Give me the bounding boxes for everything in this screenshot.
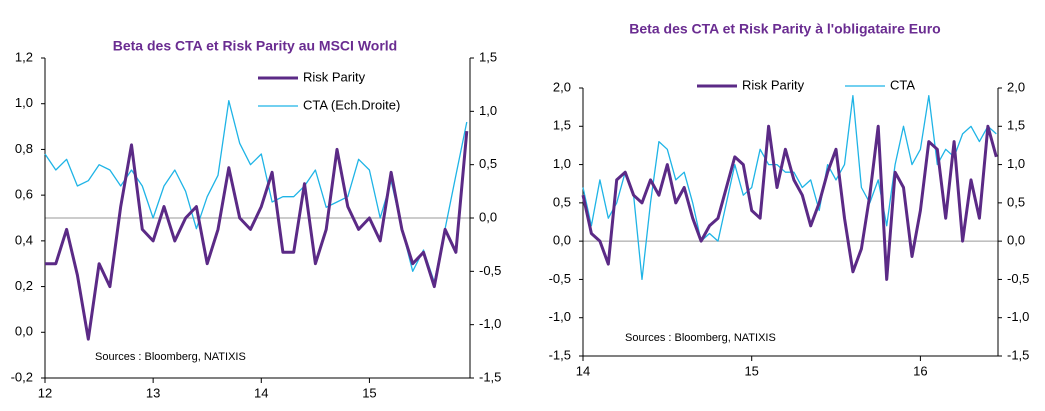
series-line	[582, 95, 997, 281]
y2-tick-label: 1,5	[1007, 118, 1025, 133]
y-tick-label: 1,0	[15, 95, 33, 110]
y2-tick-label: 0,0	[1007, 233, 1025, 248]
y2-tick-label: -1,0	[1007, 309, 1029, 324]
series-line	[581, 124, 998, 281]
y2-tick-label: 0,5	[479, 156, 497, 171]
legend-label: CTA (Ech.Droite)	[303, 97, 400, 112]
y2-tick-label: -1,0	[479, 316, 501, 331]
y-tick-label: 0,2	[15, 278, 33, 293]
chart-title: Beta des CTA et Risk Parity à l'obligata…	[629, 21, 940, 37]
y-tick-label: 0,8	[15, 141, 33, 156]
y2-tick-label: 1,0	[479, 103, 497, 118]
legend-label: Risk Parity	[742, 77, 805, 92]
y2-tick-label: -1,5	[479, 369, 501, 384]
y-tick-label: -0,5	[549, 271, 571, 286]
y2-tick-label: 1,5	[479, 49, 497, 64]
x-tick-label: 15	[362, 385, 376, 400]
chart-title: Beta des CTA et Risk Parity au MSCI Worl…	[113, 38, 397, 54]
x-tick-label: 15	[744, 363, 758, 378]
y2-tick-label: -0,5	[479, 263, 501, 278]
y2-tick-label: 1,0	[1007, 156, 1025, 171]
legend-label: CTA	[890, 77, 915, 92]
y-tick-label: 0,0	[553, 233, 571, 248]
y2-tick-label: 0,0	[479, 209, 497, 224]
y-tick-label: 1,0	[553, 156, 571, 171]
x-tick-label: 14	[576, 363, 590, 378]
y-tick-label: 0,5	[553, 194, 571, 209]
y-tick-label: 0,0	[15, 324, 33, 339]
y-tick-label: -0,2	[11, 369, 33, 384]
y-tick-label: 1,5	[553, 118, 571, 133]
y2-tick-label: -1,5	[1007, 347, 1029, 362]
x-tick-label: 14	[254, 385, 268, 400]
source-note: Sources : Bloomberg, NATIXIS	[95, 351, 246, 363]
y-tick-label: 1,2	[15, 49, 33, 64]
source-note: Sources : Bloomberg, NATIXIS	[625, 332, 776, 344]
y-tick-label: -1,5	[549, 347, 571, 362]
series-line	[45, 130, 469, 341]
x-tick-label: 16	[913, 363, 927, 378]
series-line	[44, 100, 468, 283]
y-tick-label: 2,0	[553, 79, 571, 94]
x-tick-label: 12	[38, 385, 52, 400]
y-tick-label: 0,6	[15, 187, 33, 202]
y2-tick-label: 2,0	[1007, 79, 1025, 94]
x-tick-label: 13	[146, 385, 160, 400]
y2-tick-label: 0,5	[1007, 194, 1025, 209]
y2-tick-label: -0,5	[1007, 271, 1029, 286]
legend-label: Risk Parity	[303, 69, 366, 84]
y-tick-label: -1,0	[549, 309, 571, 324]
y-tick-label: 0,4	[15, 232, 33, 247]
